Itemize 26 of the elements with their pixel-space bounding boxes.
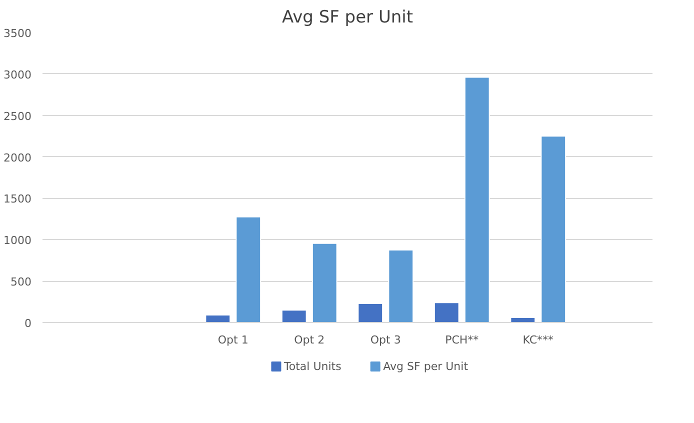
bar	[510, 317, 536, 322]
legend-label: Avg SF per Unit	[383, 360, 469, 373]
y-tick-label: 2000	[4, 151, 32, 164]
chart-title: Avg SF per Unit	[282, 8, 414, 28]
y-tick-label: 3000	[4, 68, 32, 82]
y-tick-label: 0	[24, 317, 32, 330]
legend-label: Total Units	[283, 360, 342, 373]
bar	[358, 302, 384, 322]
bar	[540, 136, 566, 322]
y-tick-label: 1500	[4, 192, 32, 206]
y-tick-label: 500	[10, 276, 32, 289]
y-tick-label: 3500	[4, 27, 32, 40]
bar	[281, 310, 307, 322]
x-tick-label: Opt 3	[370, 334, 401, 346]
bar	[205, 314, 231, 322]
bar	[434, 302, 460, 322]
y-tick-label: 2500	[4, 110, 32, 123]
bar	[236, 216, 262, 322]
x-tick-label: Opt 2	[294, 334, 325, 346]
bar	[464, 76, 490, 322]
x-tick-label: Opt 1	[218, 334, 248, 346]
y-tick-label: 1000	[4, 234, 32, 248]
x-tick-label: KC***	[522, 334, 554, 346]
bar	[312, 242, 338, 322]
x-tick-label: PCH**	[445, 334, 480, 346]
bar	[388, 250, 414, 322]
